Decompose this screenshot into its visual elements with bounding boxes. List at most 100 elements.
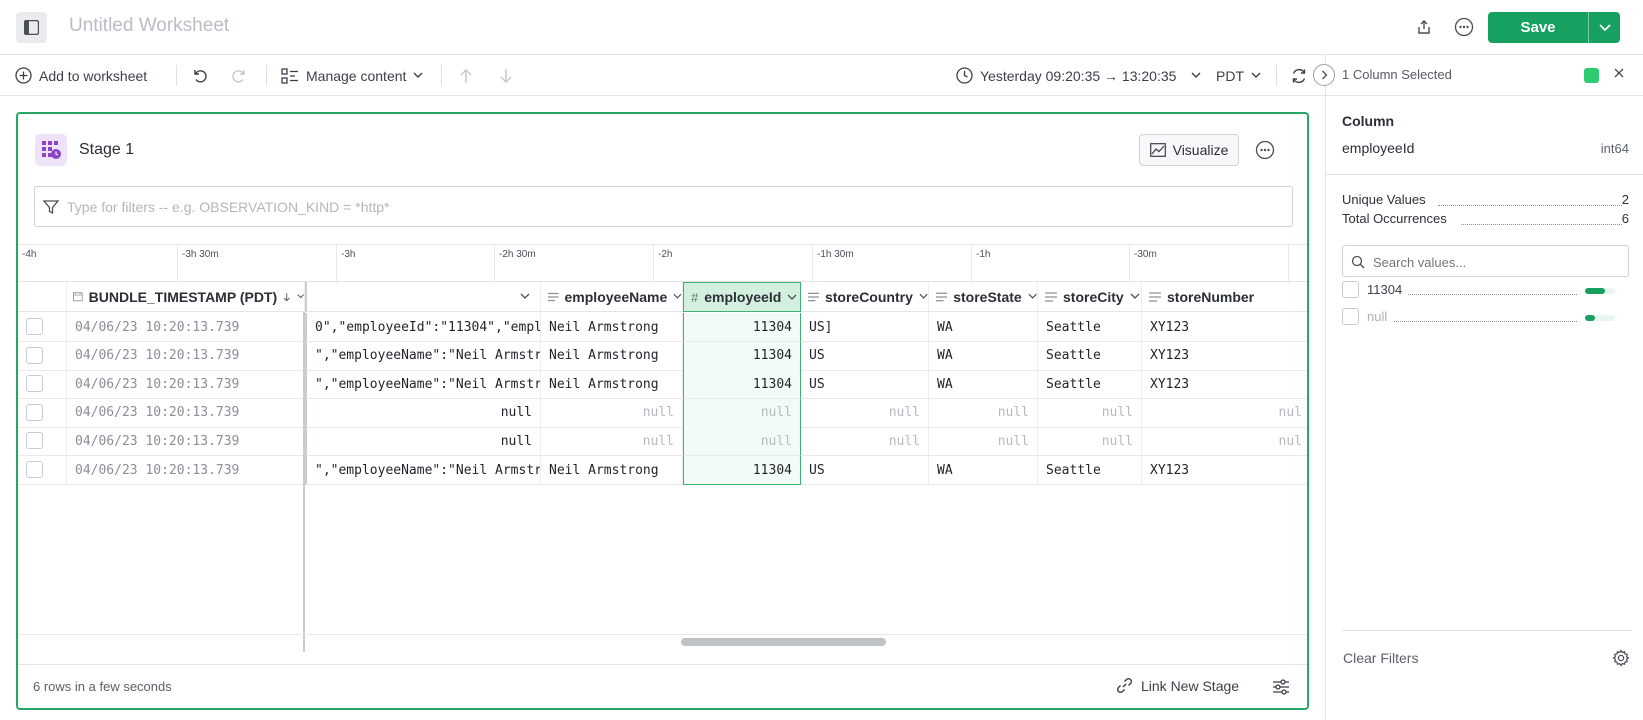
visualize-button[interactable]: Visualize xyxy=(1139,134,1239,166)
value-search-box[interactable] xyxy=(1342,245,1629,277)
value-checkbox[interactable] xyxy=(1342,281,1359,298)
settings-sliders-icon[interactable] xyxy=(1272,678,1290,699)
move-down-icon[interactable] xyxy=(499,55,513,96)
chevron-down-icon[interactable] xyxy=(919,293,928,300)
cell-json[interactable]: null xyxy=(305,398,541,428)
cell-storestate[interactable]: WA xyxy=(929,313,1038,342)
row-checkbox[interactable] xyxy=(26,375,43,393)
chevron-down-icon[interactable] xyxy=(1028,293,1037,300)
cell-employeeid[interactable]: 11304 xyxy=(683,370,801,400)
add-to-worksheet-button[interactable]: Add to worksheet xyxy=(15,55,147,96)
cell-storecountry[interactable]: null xyxy=(801,427,929,457)
timeline-axis[interactable]: -4h -3h 30m -3h -2h 30m -2h -1h 30m -1h … xyxy=(18,244,1307,283)
cell-storenumber[interactable]: XY123 xyxy=(1142,313,1307,342)
horizontal-scrollbar-track[interactable] xyxy=(18,634,1307,650)
table-row[interactable]: 04/06/23 10:20:13.739 ","employeeName":"N… xyxy=(18,341,1307,371)
clear-filters-button[interactable]: Clear Filters xyxy=(1343,650,1419,666)
cell-employeename[interactable]: null xyxy=(541,398,683,428)
cell-storenumber[interactable]: XY123 xyxy=(1142,370,1307,400)
close-icon[interactable] xyxy=(1613,67,1625,82)
cell-storenumber[interactable]: XY123 xyxy=(1142,456,1307,485)
cell-storestate[interactable]: null xyxy=(929,398,1038,428)
column-header-employeename[interactable]: employeeName xyxy=(541,282,683,312)
cell-storecountry[interactable]: US xyxy=(801,370,929,400)
cell-storecity[interactable]: null xyxy=(1038,427,1142,457)
value-list-item[interactable]: 11304 xyxy=(1342,277,1632,303)
cell-storecountry[interactable]: US xyxy=(801,341,929,371)
table-row[interactable]: 04/06/23 10:20:13.739 null null null null nul… xyxy=(18,427,1307,457)
worksheet-title[interactable]: Untitled Worksheet xyxy=(69,15,230,36)
column-color-swatch[interactable] xyxy=(1584,68,1599,83)
cell-timestamp[interactable]: 04/06/23 10:20:13.739 xyxy=(67,427,305,457)
column-header-storestate[interactable]: storeState xyxy=(929,282,1038,312)
column-header-storecountry[interactable]: storeCountry xyxy=(801,282,929,312)
cell-timestamp[interactable]: 04/06/23 10:20:13.739 xyxy=(67,313,305,342)
cell-storecountry[interactable]: null xyxy=(801,398,929,428)
column-header-json[interactable] xyxy=(305,282,541,312)
column-header-employeeid[interactable]: # employeeId xyxy=(683,282,801,312)
undo-icon[interactable] xyxy=(191,55,208,96)
manage-content-button[interactable]: Manage content xyxy=(281,55,423,96)
frozen-column-divider[interactable] xyxy=(303,312,305,652)
column-header-storecity[interactable]: storeCity xyxy=(1038,282,1142,312)
stage-more-options-icon[interactable] xyxy=(1253,138,1277,162)
value-checkbox[interactable] xyxy=(1342,308,1359,325)
cell-json[interactable]: 0","employeeId":"11304","empl... xyxy=(305,313,541,342)
cell-employeeid[interactable]: 11304 xyxy=(683,313,801,342)
cell-employeeid[interactable]: null xyxy=(683,427,801,457)
filter-input[interactable] xyxy=(67,197,1267,217)
link-new-stage-button[interactable]: Link New Stage xyxy=(1116,677,1239,694)
chevron-down-icon[interactable] xyxy=(1130,293,1140,300)
row-checkbox[interactable] xyxy=(26,318,43,335)
worksheet-icon[interactable] xyxy=(16,12,47,43)
row-checkbox[interactable] xyxy=(26,461,43,478)
cell-employeename[interactable]: Neil Armstrong xyxy=(541,456,683,485)
column-header-timestamp[interactable]: BUNDLE_TIMESTAMP (PDT) xyxy=(67,282,305,312)
cell-employeename[interactable]: Neil Armstrong xyxy=(541,313,683,342)
more-options-icon[interactable] xyxy=(1451,14,1477,40)
cell-storecountry[interactable]: US xyxy=(801,456,929,485)
cell-storecity[interactable]: Seattle xyxy=(1038,341,1142,371)
cell-json[interactable]: ","employeeName":"Neil Armstr... xyxy=(305,370,541,400)
redo-icon[interactable] xyxy=(231,55,248,96)
cell-storestate[interactable]: null xyxy=(929,427,1038,457)
cell-employeename[interactable]: null xyxy=(541,427,683,457)
cell-storestate[interactable]: WA xyxy=(929,370,1038,400)
cell-timestamp[interactable]: 04/06/23 10:20:13.739 xyxy=(67,341,305,371)
chevron-down-icon[interactable] xyxy=(673,293,682,300)
refresh-icon[interactable] xyxy=(1290,55,1308,96)
save-button[interactable]: Save xyxy=(1488,12,1620,43)
column-header-storenumber[interactable]: storeNumber xyxy=(1142,282,1307,312)
timezone-picker[interactable]: PDT xyxy=(1216,55,1261,96)
cell-storecity[interactable]: Seattle xyxy=(1038,370,1142,400)
cell-employeeid[interactable]: 11304 xyxy=(683,456,801,485)
table-row[interactable]: 04/06/23 10:20:13.739 ","employeeName":"N… xyxy=(18,370,1307,400)
cell-storecity[interactable]: Seattle xyxy=(1038,456,1142,485)
horizontal-scrollbar-thumb[interactable] xyxy=(681,638,886,646)
cell-json[interactable]: ","employeeName":"Neil Armstr... xyxy=(305,341,541,371)
time-range-picker[interactable]: Yesterday 09:20:35 → 13:20:35 xyxy=(956,55,1201,96)
row-checkbox[interactable] xyxy=(26,403,43,421)
cell-timestamp[interactable]: 04/06/23 10:20:13.739 xyxy=(67,456,305,485)
cell-storestate[interactable]: WA xyxy=(929,456,1038,485)
cell-employeeid[interactable]: 11304 xyxy=(683,341,801,371)
chevron-down-icon[interactable] xyxy=(520,293,530,300)
cell-storenumber[interactable]: nul xyxy=(1142,399,1307,428)
cell-storenumber[interactable]: XY123 xyxy=(1142,342,1307,371)
sort-descending-icon[interactable] xyxy=(283,291,290,303)
chevron-down-icon[interactable] xyxy=(787,294,797,301)
move-up-icon[interactable] xyxy=(459,55,473,96)
value-search-input[interactable] xyxy=(1373,253,1613,271)
row-checkbox[interactable] xyxy=(26,432,43,450)
cell-employeename[interactable]: Neil Armstrong xyxy=(541,370,683,400)
table-row[interactable]: 04/06/23 10:20:13.739 0","employeeId":"11… xyxy=(18,313,1307,342)
chevron-down-icon[interactable] xyxy=(296,293,304,300)
cell-storecity[interactable]: null xyxy=(1038,398,1142,428)
collapse-panel-chevron-icon[interactable] xyxy=(1313,64,1335,86)
value-list-item[interactable]: null xyxy=(1342,304,1632,330)
table-row[interactable]: 04/06/23 10:20:13.739 null null null null nul… xyxy=(18,398,1307,428)
cell-json[interactable]: ","employeeName":"Neil Armstr... xyxy=(305,456,541,485)
cell-storenumber[interactable]: nul xyxy=(1142,427,1307,457)
cell-json[interactable]: null xyxy=(305,427,541,457)
cell-storecountry[interactable]: US] xyxy=(801,313,929,342)
